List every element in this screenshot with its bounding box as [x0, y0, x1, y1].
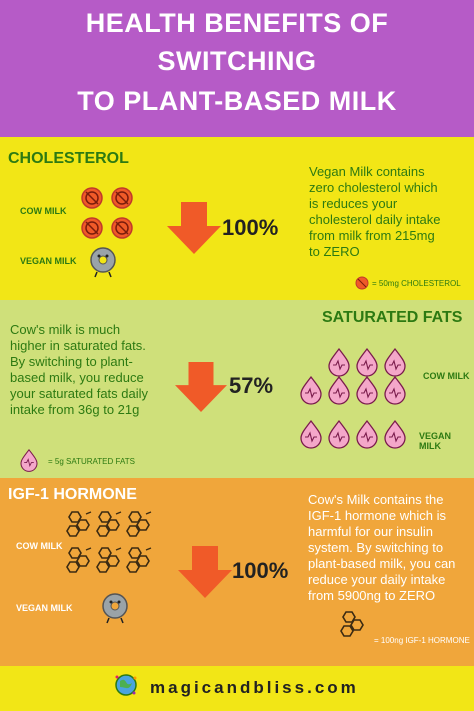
saturated-fats-legend: = 5g SATURATED FATS — [48, 457, 135, 466]
fat-drop-icon — [328, 376, 350, 405]
header-banner — [0, 0, 474, 137]
cholesterol-icon — [81, 217, 103, 239]
igf1-section — [0, 478, 474, 666]
cholesterol-title: CHOLESTEROL — [8, 150, 129, 167]
cholesterol-icon — [111, 217, 133, 239]
fat-drop-icon — [356, 348, 378, 377]
down-arrow-icon — [175, 362, 227, 412]
fat-drop-legend-icon — [20, 449, 38, 472]
donut-mascot-icon — [90, 247, 116, 278]
igf1-hormone-icons — [66, 511, 152, 573]
fat-drop-icon — [356, 420, 378, 449]
saturated-fats-title: SATURATED FATS — [322, 309, 463, 326]
cholesterol-vegan-label: VEGAN MILK — [20, 256, 77, 266]
footer-banner — [0, 666, 474, 711]
title-line-2: SWITCHING — [157, 46, 317, 76]
fat-drop-icon — [384, 348, 406, 377]
cholesterol-description: Vegan Milk contains zero cholesterol whi… — [309, 164, 441, 259]
cholesterol-legend: = 50mg CHOLESTEROL — [372, 279, 461, 288]
igf1-vegan-label: VEGAN MILK — [16, 603, 73, 613]
fat-drop-icon — [384, 376, 406, 405]
down-arrow-icon — [178, 546, 232, 598]
cholesterol-icons — [81, 187, 133, 239]
cholesterol-legend-icon — [355, 276, 369, 290]
hormone-icon — [126, 511, 152, 537]
cholesterol-percent: 100% — [222, 215, 279, 240]
igf1-title: IGF-1 HORMONE — [8, 486, 137, 503]
cholesterol-icon — [111, 187, 133, 209]
globe-logo-icon — [115, 674, 137, 696]
down-arrow-icon — [167, 202, 221, 254]
hormone-legend-icon — [340, 611, 364, 637]
saturated-fat-drops — [300, 348, 406, 449]
fat-drop-icon — [300, 376, 322, 405]
cholesterol-cow-label: COW MILK — [20, 206, 67, 216]
donut-mascot-icon — [102, 593, 128, 624]
fat-drop-icon — [328, 420, 350, 449]
hormone-icon — [96, 547, 122, 573]
saturated-fats-cow-label: COW MILK — [423, 371, 470, 381]
igf1-description: Cow's Milk contains the IGF-1 hormone wh… — [308, 492, 456, 603]
fat-drop-icon — [384, 420, 406, 449]
saturated-fats-description: Cow's milk is much higher in saturated f… — [10, 322, 149, 417]
fat-drop-icon — [328, 348, 350, 377]
hormone-icon — [66, 547, 92, 573]
saturated-fats-vegan-label: VEGAN MILK — [419, 431, 452, 451]
fat-drop-icon — [356, 376, 378, 405]
footer-brand[interactable]: magicandbliss.com — [150, 678, 359, 697]
saturated-fats-percent: 57% — [229, 373, 274, 398]
title-line-1: HEALTH BENEFITS OF — [85, 8, 389, 38]
cholesterol-icon — [81, 187, 103, 209]
cholesterol-section — [0, 137, 474, 300]
igf1-cow-label: COW MILK — [16, 541, 63, 551]
hormone-icon — [66, 511, 92, 537]
fat-drop-icon — [300, 420, 322, 449]
hormone-icon — [126, 547, 152, 573]
title-line-3: TO PLANT-BASED MILK — [77, 86, 397, 116]
hormone-icon — [96, 511, 122, 537]
igf1-legend: = 100ng IGF-1 HORMONE — [374, 636, 470, 645]
igf1-percent: 100% — [232, 558, 289, 583]
